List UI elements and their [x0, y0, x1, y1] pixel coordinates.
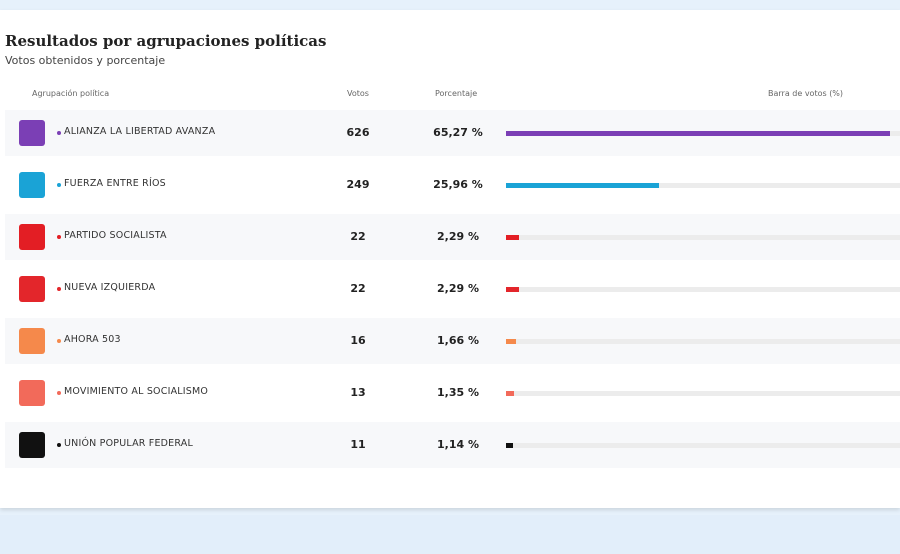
party-logo — [19, 224, 45, 250]
percent: 1,14 % — [437, 438, 479, 451]
party-logo — [19, 276, 45, 302]
votes: 11 — [350, 438, 366, 451]
party-logo — [19, 432, 45, 458]
party-row: NUEVA IZQUIERDA 22 2,29 % — [5, 266, 900, 312]
party-dot — [57, 391, 61, 395]
party-name: ALIANZA LA LIBERTAD AVANZA — [64, 126, 216, 137]
party-logo — [19, 380, 45, 406]
party-dot — [57, 339, 61, 343]
percent: 2,29 % — [437, 282, 479, 295]
bar-track — [506, 183, 900, 188]
percent: 25,96 % — [433, 178, 483, 191]
party-dot — [57, 183, 61, 187]
bar-track — [506, 287, 900, 292]
bar-track — [506, 235, 900, 240]
vote-bar — [506, 391, 514, 396]
vote-bar — [506, 131, 890, 136]
party-name: PARTIDO SOCIALISTA — [64, 230, 167, 241]
bar-track — [506, 339, 900, 344]
vote-bar — [506, 235, 520, 240]
party-dot — [57, 235, 61, 239]
votes: 626 — [346, 126, 370, 139]
votes: 22 — [350, 282, 366, 295]
party-name: AHORA 503 — [64, 334, 121, 345]
title: Resultados por agrupaciones políticas — [5, 32, 327, 50]
percent: 1,66 % — [437, 334, 479, 347]
votes: 249 — [346, 178, 370, 191]
percent: 2,29 % — [437, 230, 479, 243]
bar-track — [506, 391, 900, 396]
party-name: UNIÓN POPULAR FEDERAL — [64, 438, 193, 449]
vote-bar — [506, 183, 659, 188]
bar-track — [506, 443, 900, 448]
votes: 22 — [350, 230, 366, 243]
results-card: Resultados por agrupaciones políticas Vo… — [0, 10, 900, 508]
party-row: UNIÓN POPULAR FEDERAL 11 1,14 % — [5, 422, 900, 468]
party-row: PARTIDO SOCIALISTA 22 2,29 % — [5, 214, 900, 260]
party-name: MOVIMIENTO AL SOCIALISMO — [64, 386, 209, 397]
party-row: MOVIMIENTO AL SOCIALISMO 13 1,35 % — [5, 370, 900, 416]
party-name: NUEVA IZQUIERDA — [64, 282, 156, 293]
votes: 16 — [350, 334, 366, 347]
vote-bar — [506, 339, 516, 344]
party-logo — [19, 328, 45, 354]
party-row: ALIANZA LA LIBERTAD AVANZA 626 65,27 % — [5, 110, 900, 156]
column-header: Barra de votos (%) — [768, 89, 844, 98]
column-header: Agrupación política — [32, 89, 110, 98]
party-name: FUERZA ENTRE RÍOS — [64, 178, 166, 189]
percent: 1,35 % — [437, 386, 479, 399]
party-logo — [19, 172, 45, 198]
party-logo — [19, 120, 45, 146]
subtitle: Votos obtenidos y porcentaje — [5, 54, 166, 67]
percent: 65,27 % — [433, 126, 483, 139]
party-dot — [57, 131, 61, 135]
vote-bar — [506, 287, 520, 292]
footer-band — [0, 515, 900, 554]
party-row: AHORA 503 16 1,66 % — [5, 318, 900, 364]
party-row: FUERZA ENTRE RÍOS 249 25,96 % — [5, 162, 900, 208]
column-header: Porcentaje — [435, 89, 478, 98]
vote-bar — [506, 443, 513, 448]
column-header: Votos — [347, 89, 369, 98]
party-dot — [57, 443, 61, 447]
party-dot — [57, 287, 61, 291]
votes: 13 — [350, 386, 366, 399]
